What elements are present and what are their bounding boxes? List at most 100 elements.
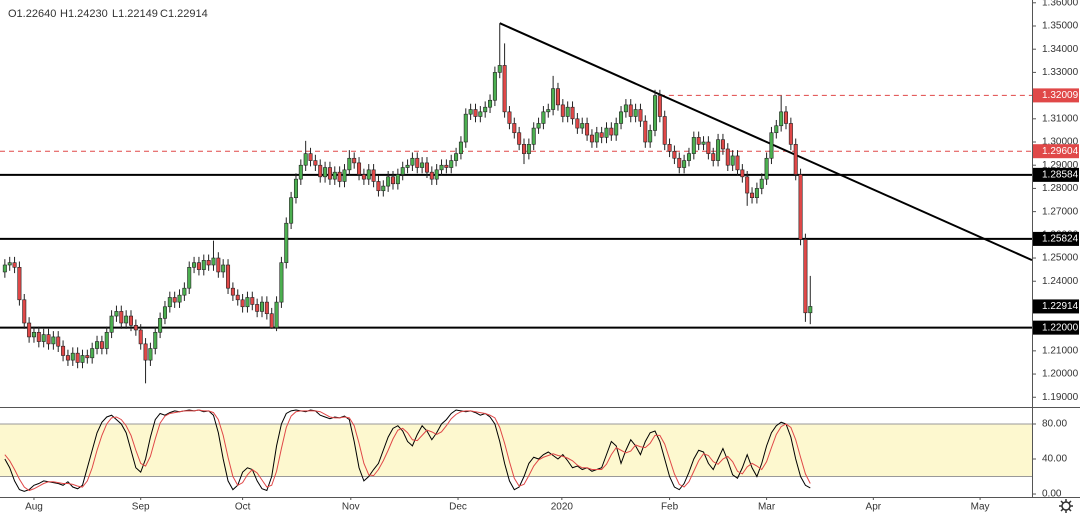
candle-body [424, 162, 429, 173]
candle-body [99, 341, 104, 349]
candle-body [289, 197, 294, 224]
candle-body [769, 132, 774, 159]
candle-body [357, 162, 362, 175]
candle-body [391, 176, 396, 185]
x-tick-label: Oct [235, 502, 251, 513]
candle-body [158, 318, 163, 333]
candle-body [284, 222, 289, 263]
candle-body [594, 132, 599, 143]
candle-body [759, 178, 764, 189]
candle-body [240, 299, 245, 308]
level-label: 1.28584 [1042, 170, 1079, 181]
y-tick-label: 1.31000 [1042, 113, 1079, 124]
candle-body [235, 294, 240, 301]
candle-body [376, 181, 381, 192]
candle-body [31, 331, 36, 338]
candle-body [463, 113, 468, 143]
candle-body [56, 336, 61, 347]
candle-body [444, 164, 449, 168]
candle-body [216, 257, 221, 273]
candle-body [75, 352, 80, 363]
candle-body [633, 109, 638, 117]
candle-body [604, 127, 609, 138]
candle-body [439, 164, 444, 171]
x-tick-label: Dec [449, 502, 467, 513]
candle-body [774, 125, 779, 134]
candle-body [323, 167, 328, 178]
candle-body [264, 301, 269, 315]
candle-body [686, 153, 691, 161]
settings-icon[interactable] [1059, 499, 1073, 513]
x-tick-label: Mar [758, 502, 776, 513]
x-tick-label: Feb [661, 502, 679, 513]
candle-body [458, 141, 463, 154]
candle-body [531, 127, 536, 145]
y-tick-label: 1.33000 [1042, 67, 1079, 78]
candle-body [17, 267, 22, 301]
candle-body [61, 345, 66, 356]
candle-body [599, 132, 604, 138]
candle-body [580, 123, 585, 129]
candle-body [337, 171, 342, 182]
candle-body [662, 116, 667, 145]
candle-body [138, 329, 143, 345]
x-tick-label: 2020 [551, 502, 574, 513]
candle-body [274, 301, 279, 328]
level-label-bg [1033, 88, 1079, 103]
candle-body [779, 111, 784, 127]
candle-body [682, 160, 687, 168]
candle-body [361, 174, 366, 180]
candle-body [211, 257, 216, 266]
candle-body [12, 262, 17, 268]
candle-body [808, 306, 813, 314]
candle-body [429, 171, 434, 180]
candle-body [720, 139, 725, 150]
candle-body [560, 104, 565, 117]
candle-body [696, 137, 701, 145]
stoch-y-tick-label: 80.00 [1042, 419, 1067, 430]
candle-body [793, 144, 798, 175]
candle-body [449, 160, 454, 168]
candle-body [46, 334, 51, 345]
candle-body [303, 153, 308, 166]
y-tick-label: 1.21000 [1042, 345, 1079, 356]
level-label-bg [1033, 167, 1079, 182]
candle-body [366, 169, 371, 180]
candle-body [526, 144, 531, 154]
candle-body [434, 169, 439, 180]
candle-body [51, 336, 56, 345]
candle-body [109, 315, 114, 333]
x-tick-label: Aug [25, 502, 43, 513]
candle-body [483, 106, 488, 113]
y-tick-label: 1.30000 [1042, 137, 1079, 148]
y-tick-label: 1.19000 [1042, 392, 1079, 403]
y-tick-label: 1.27000 [1042, 206, 1079, 217]
candle-body [691, 137, 696, 154]
candle-body [716, 139, 721, 161]
trendline [499, 22, 1033, 262]
candle-body [628, 104, 633, 117]
y-tick-label: 1.24000 [1042, 276, 1079, 287]
candle-body [575, 118, 580, 129]
candle-body [192, 262, 197, 268]
last-price-label: 1.22914 [1042, 301, 1079, 312]
candle-body [85, 355, 90, 359]
candle-body [803, 239, 808, 314]
candle-body [124, 315, 129, 324]
candle-body [386, 176, 391, 187]
level-label: 1.32009 [1042, 90, 1079, 101]
candle-body [133, 325, 138, 331]
candle-body [614, 123, 619, 136]
candle-body [740, 169, 745, 178]
candle-body [143, 343, 148, 361]
candle-body [565, 106, 570, 117]
candle-body [551, 88, 556, 110]
candle-body [36, 331, 41, 342]
level-label-bg [1033, 320, 1079, 335]
candle-body [730, 155, 735, 166]
candle-body [201, 260, 206, 270]
y-tick-label: 1.28000 [1042, 183, 1079, 194]
candle-body [672, 150, 677, 159]
candle-body [347, 157, 352, 171]
